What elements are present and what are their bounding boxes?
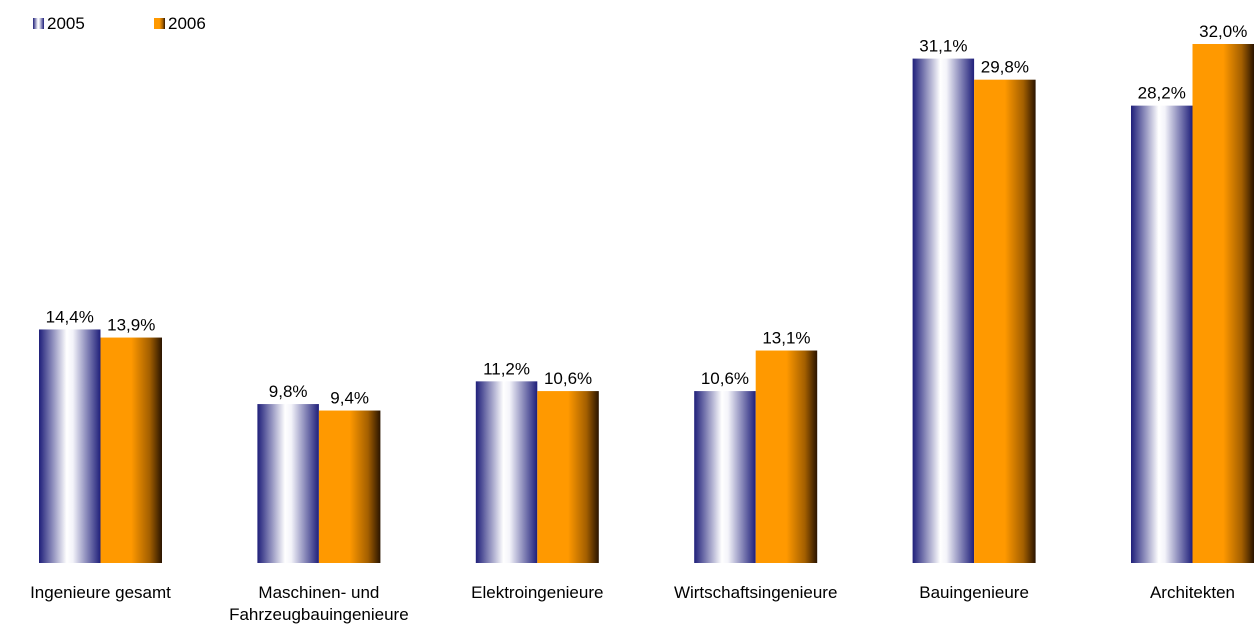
legend-swatch-2006	[154, 18, 165, 29]
category-label-2: Elektroingenieure	[471, 583, 603, 602]
legend-item-2005: 2005	[33, 14, 85, 33]
legend-item-2006: 2006	[154, 14, 206, 33]
data-label-2005-2: 11,2%	[483, 359, 530, 378]
data-label-2006-4: 29,8%	[981, 58, 1029, 77]
bar-2006-3	[755, 350, 818, 563]
bar-2006-2	[537, 391, 599, 563]
category-label-3: Wirtschaftsingenieure	[674, 583, 837, 602]
bar-2005-1	[257, 404, 319, 563]
bar-2005-5	[1131, 105, 1193, 563]
bar-2005-3	[694, 391, 756, 563]
category-labels-group: Ingenieure gesamt Maschinen- und Fahrzeugb…	[30, 583, 1235, 624]
category-label-1-line-0: Maschinen- und	[258, 583, 379, 602]
legend-label-2005: 2005	[47, 14, 85, 33]
bar-2005-0	[39, 329, 101, 563]
category-label-4: Bauingenieure	[919, 583, 1029, 602]
data-label-2006-5: 32,0%	[1199, 22, 1247, 41]
bar-2006-5	[1192, 44, 1254, 563]
bar-2006-1	[318, 410, 381, 563]
data-label-2005-1: 9,8%	[269, 382, 308, 401]
data-label-2005-5: 28,2%	[1138, 84, 1186, 103]
data-label-2005-0: 14,4%	[46, 307, 94, 326]
bars-group	[39, 44, 1254, 564]
legend: 2005 2006	[33, 14, 206, 33]
data-label-2005-4: 31,1%	[919, 37, 967, 56]
category-label-0: Ingenieure gesamt	[30, 583, 171, 602]
data-label-2006-2: 10,6%	[544, 369, 592, 388]
data-label-2006-1: 9,4%	[330, 389, 369, 408]
data-label-2006-0: 13,9%	[107, 316, 155, 335]
category-label-1-line-1: Fahrzeugbauingenieure	[229, 605, 409, 624]
data-label-2006-3: 13,1%	[762, 329, 810, 348]
legend-swatch-2005	[33, 18, 44, 29]
bar-2005-4	[912, 58, 975, 564]
bar-2006-4	[974, 79, 1036, 564]
value-labels-group: 14,4% 13,9% 9,8% 9,4% 11,2% 10,6% 10,6% 13,1% 31…	[46, 22, 1248, 408]
legend-label-2006: 2006	[168, 14, 206, 33]
bar-2006-0	[100, 337, 162, 563]
category-label-5: Architekten	[1150, 583, 1235, 602]
bar-2005-2	[475, 381, 538, 563]
data-label-2005-3: 10,6%	[701, 369, 749, 388]
